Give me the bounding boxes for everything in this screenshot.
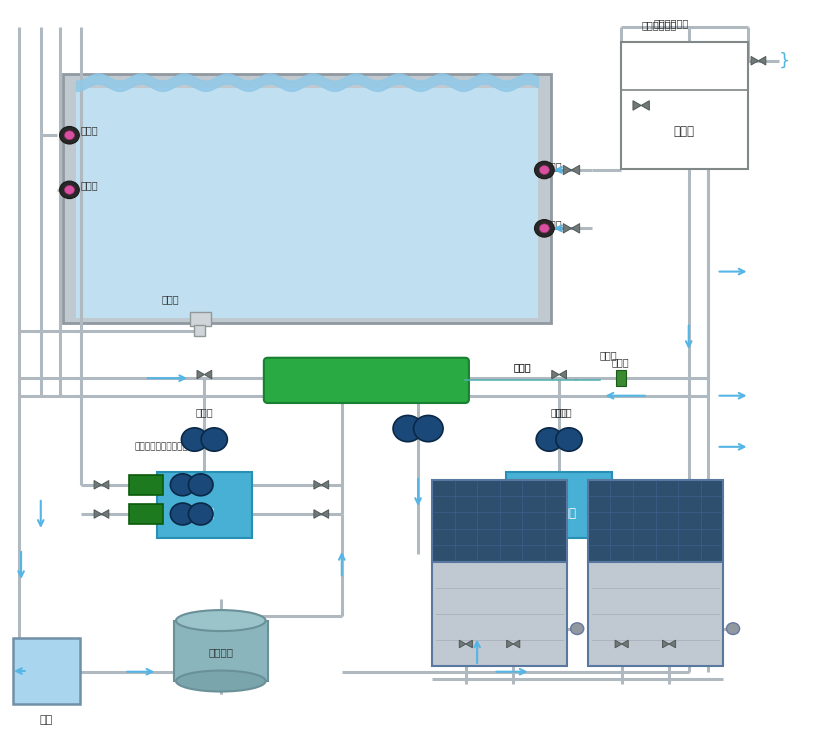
Polygon shape bbox=[751, 56, 759, 65]
Bar bbox=[157, 472, 252, 538]
Text: 过滤水泵连毛发收集器: 过滤水泵连毛发收集器 bbox=[134, 442, 188, 452]
Polygon shape bbox=[507, 640, 514, 648]
Circle shape bbox=[64, 130, 74, 140]
Circle shape bbox=[413, 416, 443, 442]
Polygon shape bbox=[197, 370, 204, 379]
Bar bbox=[63, 75, 551, 323]
Text: 过滤沙缸: 过滤沙缸 bbox=[208, 647, 233, 658]
Text: 投药泵: 投药泵 bbox=[555, 407, 572, 417]
Text: 投药泵: 投药泵 bbox=[551, 407, 568, 417]
Text: 溢流口: 溢流口 bbox=[80, 125, 98, 136]
Polygon shape bbox=[641, 100, 649, 110]
Text: 接市政供冷水: 接市政供冷水 bbox=[641, 21, 677, 31]
Polygon shape bbox=[459, 640, 466, 648]
Text: 酸碱调节剂: 酸碱调节剂 bbox=[542, 507, 577, 520]
Polygon shape bbox=[571, 224, 579, 233]
Bar bbox=[588, 561, 723, 666]
Polygon shape bbox=[633, 100, 641, 110]
Bar bbox=[128, 504, 163, 524]
Bar bbox=[13, 638, 80, 704]
Text: 止回阀: 止回阀 bbox=[599, 350, 617, 360]
Text: }: } bbox=[779, 52, 790, 70]
Polygon shape bbox=[514, 640, 520, 648]
Circle shape bbox=[570, 623, 584, 635]
Bar bbox=[621, 42, 748, 169]
Text: 信号线: 信号线 bbox=[514, 362, 531, 372]
Text: 止回阀: 止回阀 bbox=[611, 357, 630, 367]
Polygon shape bbox=[101, 509, 109, 518]
Text: 混凝剂: 混凝剂 bbox=[194, 507, 215, 520]
Polygon shape bbox=[204, 370, 212, 379]
Ellipse shape bbox=[176, 671, 266, 691]
Polygon shape bbox=[571, 165, 579, 174]
Polygon shape bbox=[621, 640, 628, 648]
Text: 电子水质监控器: 电子水质监控器 bbox=[332, 372, 402, 389]
Circle shape bbox=[59, 127, 79, 144]
Bar bbox=[194, 325, 205, 336]
Polygon shape bbox=[466, 640, 472, 648]
Text: 信号线: 信号线 bbox=[514, 362, 531, 372]
Circle shape bbox=[534, 220, 554, 237]
Circle shape bbox=[188, 474, 213, 496]
Polygon shape bbox=[314, 509, 321, 518]
Text: 接市政供冷水: 接市政供冷水 bbox=[654, 18, 689, 29]
Polygon shape bbox=[563, 224, 571, 233]
Circle shape bbox=[539, 166, 550, 174]
Circle shape bbox=[59, 181, 79, 199]
Text: 排水口: 排水口 bbox=[161, 295, 179, 304]
Bar bbox=[432, 561, 567, 666]
Bar bbox=[174, 621, 268, 681]
Polygon shape bbox=[563, 165, 571, 174]
Text: 投药泵: 投药泵 bbox=[196, 407, 213, 417]
Bar bbox=[432, 479, 567, 561]
Bar bbox=[190, 312, 211, 326]
Circle shape bbox=[170, 474, 195, 496]
Polygon shape bbox=[94, 509, 101, 518]
Circle shape bbox=[539, 224, 550, 233]
Ellipse shape bbox=[176, 610, 266, 631]
Polygon shape bbox=[94, 481, 101, 489]
Polygon shape bbox=[101, 481, 109, 489]
Polygon shape bbox=[321, 509, 328, 518]
Text: 排水: 排水 bbox=[40, 715, 53, 725]
Bar bbox=[588, 479, 723, 561]
FancyBboxPatch shape bbox=[264, 358, 469, 403]
Bar bbox=[76, 89, 537, 318]
Polygon shape bbox=[615, 640, 621, 648]
Circle shape bbox=[534, 161, 554, 179]
Bar bbox=[128, 474, 163, 495]
Polygon shape bbox=[551, 370, 559, 379]
Polygon shape bbox=[321, 481, 328, 489]
Circle shape bbox=[201, 428, 227, 452]
Text: 循环口: 循环口 bbox=[80, 180, 98, 190]
Circle shape bbox=[170, 503, 195, 525]
Circle shape bbox=[64, 185, 74, 194]
Bar bbox=[616, 370, 625, 386]
Bar bbox=[506, 472, 612, 538]
Circle shape bbox=[181, 428, 207, 452]
Circle shape bbox=[393, 416, 422, 442]
Polygon shape bbox=[314, 481, 321, 489]
Polygon shape bbox=[759, 56, 766, 65]
Text: 补水筱: 补水筱 bbox=[674, 125, 695, 138]
Circle shape bbox=[556, 428, 582, 452]
Circle shape bbox=[727, 623, 740, 635]
Polygon shape bbox=[663, 640, 669, 648]
Polygon shape bbox=[559, 370, 566, 379]
Circle shape bbox=[188, 503, 213, 525]
Polygon shape bbox=[669, 640, 676, 648]
Text: 进水口: 进水口 bbox=[544, 220, 562, 229]
Circle shape bbox=[536, 428, 562, 452]
Text: 补水口: 补水口 bbox=[544, 161, 562, 172]
